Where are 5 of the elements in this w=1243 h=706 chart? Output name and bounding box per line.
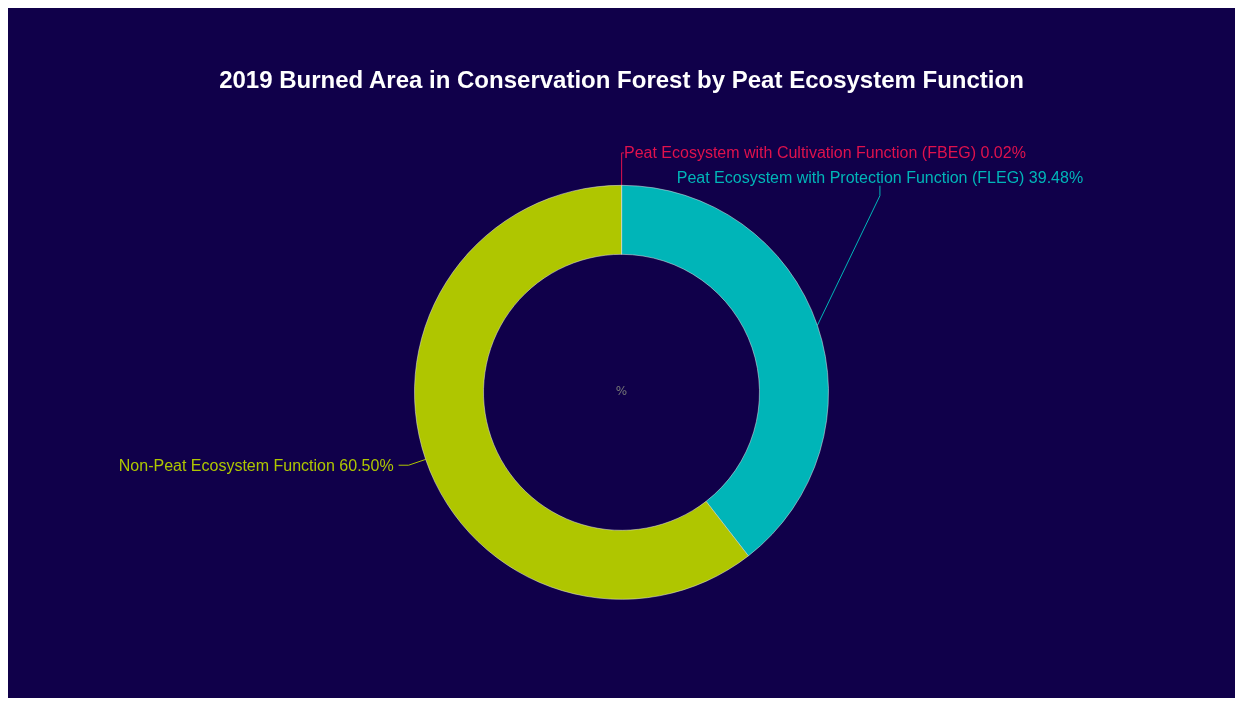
text: %	[615, 384, 628, 399]
slice-label: Peat Ecosystem with Protection Function (FLEG) 39.48%	[676, 169, 1084, 187]
slice-label: Peat Ecosystem with Cultivation Function (FBEG) 0.02%	[623, 144, 1026, 162]
chart-title: 2019 Burned Area in Conservation Forest by Peat Ecosystem Function	[219, 65, 1024, 93]
slice-label: Non-Peat Ecosystem Function 60.50%	[118, 456, 394, 474]
